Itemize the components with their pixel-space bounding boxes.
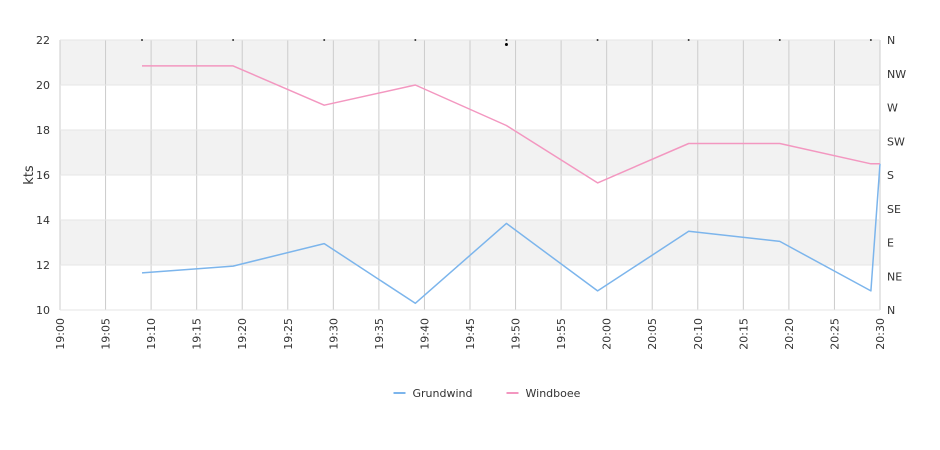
y-tick-label: 16 bbox=[36, 169, 50, 182]
x-tick-label: 19:40 bbox=[418, 318, 431, 350]
direction-marker bbox=[778, 39, 781, 41]
x-tick-label: 19:10 bbox=[145, 318, 158, 350]
y-tick-label: 10 bbox=[36, 304, 50, 317]
x-tick-label: 19:00 bbox=[54, 318, 67, 350]
direction-marker bbox=[687, 39, 690, 41]
direction-markers bbox=[141, 39, 872, 46]
x-tick-label: 20:10 bbox=[692, 318, 705, 350]
direction-tick-label: E bbox=[887, 237, 894, 250]
direction-tick-label: N bbox=[887, 304, 895, 317]
x-tick-label: 19:20 bbox=[236, 318, 249, 350]
direction-marker bbox=[596, 39, 599, 41]
x-axis-ticks: 19:00 19:05 19:10 19:15 19:20 19:25 19:30 19:35… bbox=[54, 318, 887, 350]
x-tick-label: 19:45 bbox=[464, 318, 477, 350]
direction-tick-label: S bbox=[887, 169, 894, 182]
y-axis-ticks: 10 12 14 16 18 20 22 bbox=[36, 34, 50, 317]
direction-marker bbox=[414, 39, 417, 41]
x-tick-label: 19:55 bbox=[555, 318, 568, 350]
direction-marker bbox=[504, 43, 508, 46]
x-tick-label: 20:05 bbox=[646, 318, 659, 350]
x-tick-label: 19:35 bbox=[373, 318, 386, 350]
x-tick-label: 19:15 bbox=[191, 318, 204, 350]
direction-tick-label: NE bbox=[887, 270, 902, 283]
y-tick-label: 18 bbox=[36, 124, 50, 137]
x-tick-label: 20:00 bbox=[601, 318, 614, 350]
direction-tick-label: NW bbox=[887, 68, 906, 81]
x-tick-label: 19:30 bbox=[327, 318, 340, 350]
x-tick-label: 20:15 bbox=[737, 318, 750, 350]
x-tick-label: 20:30 bbox=[874, 318, 887, 350]
y-tick-label: 12 bbox=[36, 259, 50, 272]
horizontal-gridlines bbox=[60, 39, 880, 311]
direction-marker bbox=[323, 39, 326, 41]
series-lines bbox=[141, 65, 881, 305]
direction-tick-label: SW bbox=[887, 135, 905, 148]
y-tick-label: 22 bbox=[36, 34, 50, 47]
legend-label: Windboee bbox=[526, 387, 581, 400]
direction-marker bbox=[869, 39, 872, 41]
direction-marker bbox=[505, 39, 508, 41]
direction-marker bbox=[141, 39, 143, 41]
y-tick-label: 20 bbox=[36, 79, 50, 92]
series-line-grundwind bbox=[141, 163, 881, 305]
legend: Grundwind Windboee bbox=[393, 387, 581, 400]
direction-tick-label: SE bbox=[887, 203, 901, 216]
x-tick-label: 20:20 bbox=[783, 318, 796, 350]
x-tick-label: 20:25 bbox=[828, 318, 841, 350]
y-tick-label: 14 bbox=[36, 214, 50, 227]
series-line-windboee bbox=[142, 65, 880, 184]
direction-axis-ticks: N NW W SW S SE E NE N bbox=[887, 34, 906, 317]
direction-tick-label: N bbox=[887, 34, 895, 47]
x-tick-label: 19:25 bbox=[282, 318, 295, 350]
direction-marker bbox=[232, 39, 235, 41]
direction-tick-label: W bbox=[887, 102, 898, 115]
x-tick-label: 19:50 bbox=[510, 318, 523, 350]
y-axis-label: kts bbox=[22, 165, 37, 185]
x-tick-label: 19:05 bbox=[100, 318, 113, 350]
legend-label: Grundwind bbox=[413, 387, 473, 400]
